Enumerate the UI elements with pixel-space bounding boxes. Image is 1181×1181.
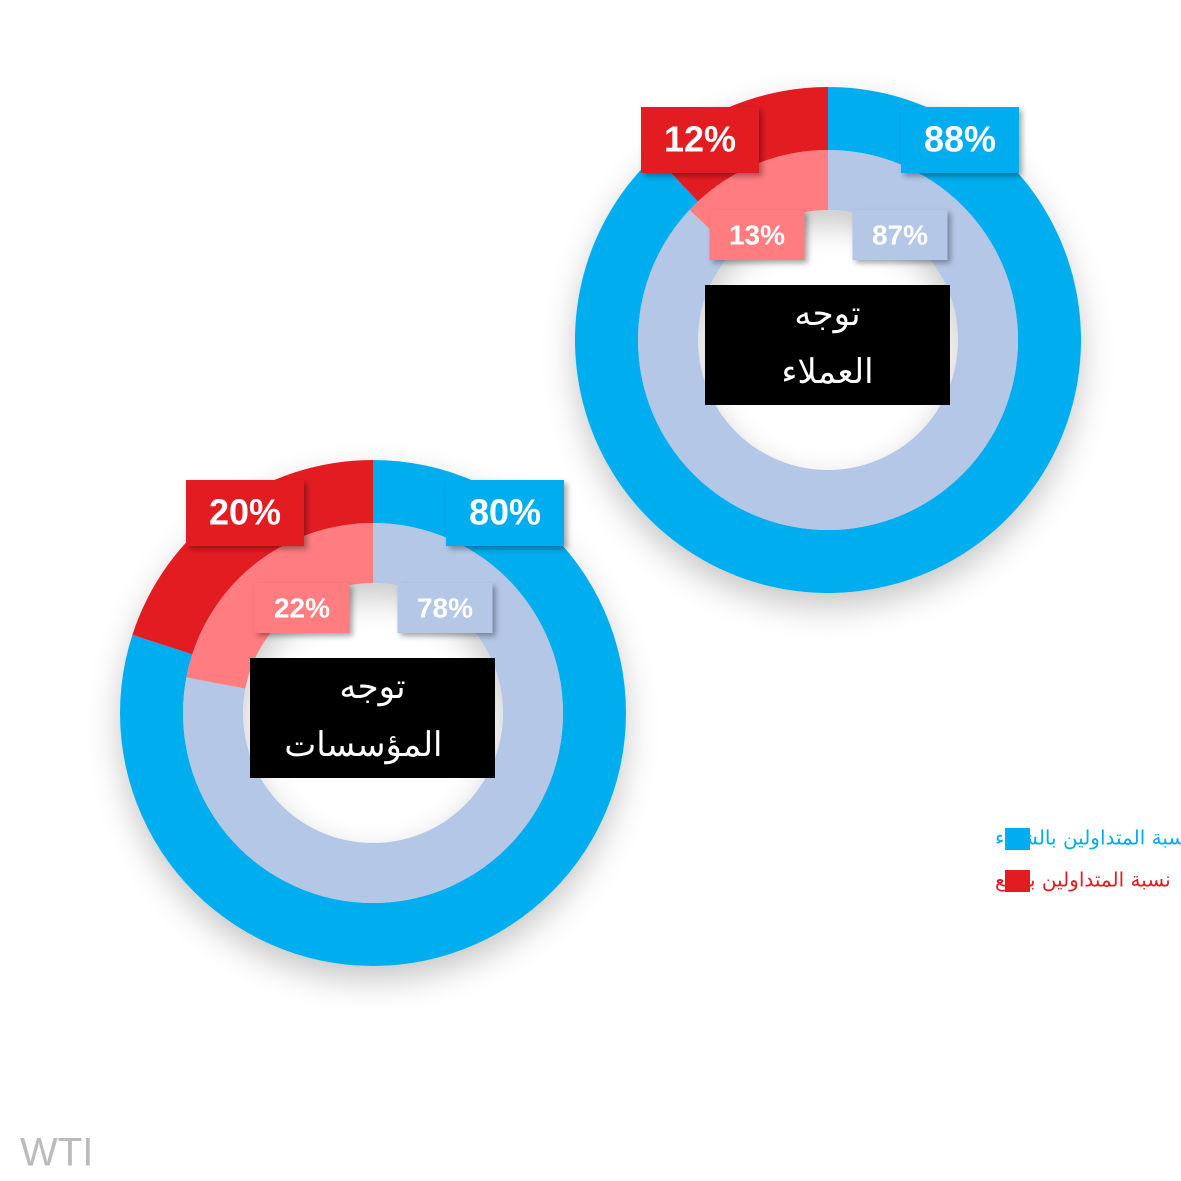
- chart-title: توجه العملاء: [781, 294, 874, 392]
- value-label: 12%: [664, 119, 736, 160]
- label-box: [852, 210, 948, 260]
- label-box: [186, 480, 304, 546]
- label-box: [397, 583, 493, 633]
- legend-swatch: [1005, 870, 1030, 892]
- legend-label: نسبة المتداولين بالشراء: [995, 826, 1181, 850]
- value-label: 80%: [469, 492, 541, 533]
- title-holder: توجه المؤسسات: [284, 667, 443, 765]
- value-label: 22%: [274, 592, 330, 623]
- value-label: 87%: [872, 219, 928, 250]
- value-label: 88%: [924, 119, 996, 160]
- donut-segment: [132, 459, 373, 655]
- title-box: [705, 285, 950, 405]
- value-label: 13%: [729, 219, 785, 250]
- label-box: [641, 107, 759, 173]
- legend-swatch: [1005, 828, 1030, 850]
- value-label: 20%: [209, 492, 281, 533]
- value-label: 78%: [417, 592, 473, 623]
- label-box: [254, 583, 350, 633]
- label-box: [709, 210, 805, 260]
- legend-label: نسبة المتداولين بالبيع: [995, 868, 1171, 892]
- label-box: [446, 480, 564, 546]
- watermark: WTI: [20, 1131, 93, 1175]
- label-box: [901, 107, 1019, 173]
- title-box: [250, 658, 495, 778]
- chart-title: توجه المؤسسات: [284, 667, 443, 765]
- title-holder: توجه العملاء: [781, 294, 874, 392]
